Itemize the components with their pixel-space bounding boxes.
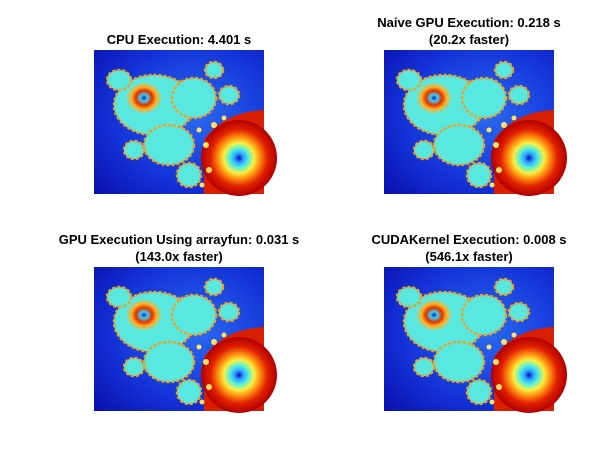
panel-title: CPU Execution: 4.401 s (107, 32, 252, 47)
panel-title: GPU Execution Using arrayfun: 0.031 s (59, 232, 300, 247)
panel-title: CUDAKernel Execution: 0.008 s (371, 232, 566, 247)
fractal-image (92, 48, 279, 198)
panel-title: (143.0x faster) (135, 249, 222, 264)
panel-title: (20.2x faster) (429, 32, 509, 47)
fractal-image (382, 265, 569, 415)
fractal-image (92, 265, 279, 415)
panel-title: Naive GPU Execution: 0.218 s (377, 15, 561, 30)
fractal-image (382, 48, 569, 198)
panel-title: (546.1x faster) (425, 249, 512, 264)
